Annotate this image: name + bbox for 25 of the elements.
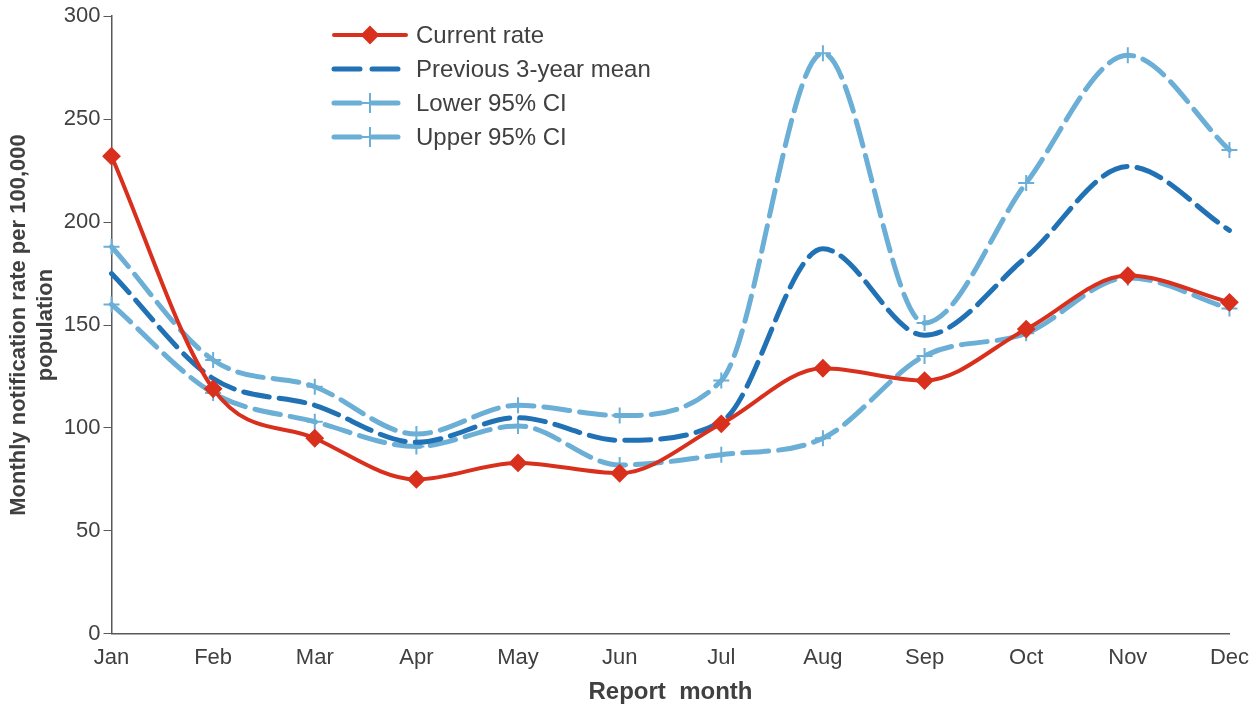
x-tick-label: Mar [295, 644, 334, 670]
y-tick-label: 250 [63, 105, 101, 131]
x-axis-title: Report month [588, 677, 753, 705]
legend-label: Upper 95% CI [416, 123, 567, 151]
y-tick-label: 200 [63, 208, 101, 234]
x-tick-label: Jun [601, 644, 638, 670]
y-tick-label: 150 [63, 311, 101, 337]
x-tick-label: Feb [194, 644, 233, 670]
x-tick-label: Dec [1209, 644, 1249, 670]
x-tick-label: Jul [707, 644, 736, 670]
x-tick-label: Aug [803, 644, 843, 670]
y-axis-title: Monthly notification rate per 100,000 population [5, 134, 57, 516]
y-tick-label: 100 [63, 414, 101, 439]
x-tick-label: Sep [904, 644, 945, 670]
legend-label: Previous 3-year mean [416, 55, 651, 83]
x-tick-label: Apr [399, 644, 434, 670]
x-tick-label: May [497, 644, 539, 670]
x-tick-label: Jan [93, 644, 130, 670]
x-tick-label: Nov [1108, 644, 1148, 670]
y-tick-label: 50 [76, 516, 101, 542]
legend-label: Lower 95% CI [416, 89, 567, 117]
legend-label: Current rate [416, 21, 545, 49]
y-tick-label: 0 [88, 619, 101, 645]
y-tick-label: 300 [63, 2, 101, 28]
x-tick-label: Oct [1009, 644, 1044, 670]
